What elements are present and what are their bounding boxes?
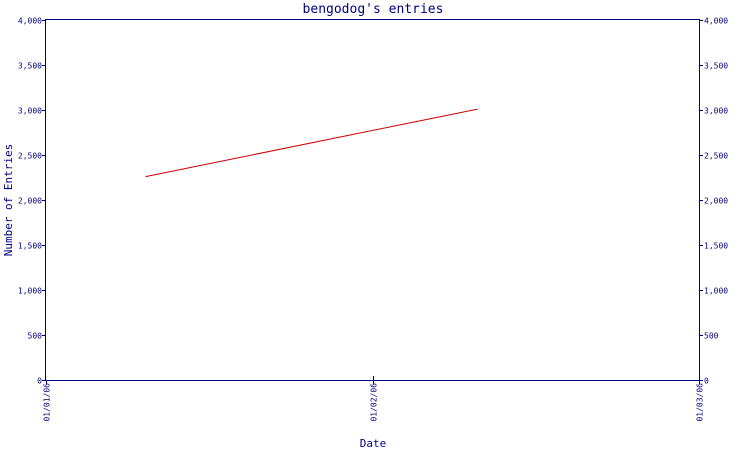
y-axis-left: 0 500 1,000 1,500 2,000 2,500 3,000 3,500 4,000: [18, 17, 46, 386]
y-axis-label: Number of Entries: [2, 144, 15, 257]
series-layer: [145, 108, 478, 178]
y-tick-label-right: 2,500: [704, 152, 728, 161]
y-tick-label-left: 3,500: [18, 62, 42, 71]
x-axis: 01/01/06 01/02/06 01/03/06: [43, 376, 705, 422]
x-axis-label: Date: [360, 437, 387, 450]
y-tick-label-right: 1,500: [704, 242, 728, 251]
y-tick-label-right: 3,000: [704, 107, 728, 116]
y-tick-label-right: 4,000: [704, 17, 728, 26]
y-tick-label-right: 2,000: [704, 197, 728, 206]
y-tick-label-right: 3,500: [704, 62, 728, 71]
y-tick-label-left: 4,000: [18, 17, 42, 26]
y-tick-label-left: 0: [37, 377, 42, 386]
y-tick-label-right: 0: [704, 377, 709, 386]
x-tick-label: 01/01/06: [43, 383, 52, 422]
y-tick-label-left: 2,000: [18, 197, 42, 206]
y-tick-label-left: 2,500: [18, 152, 42, 161]
plot-frame: [45, 19, 700, 381]
y-tick-label-right: 1,000: [704, 287, 728, 296]
y-tick-label-left: 1,500: [18, 242, 42, 251]
y-tick-label-left: 1,000: [18, 287, 42, 296]
y-tick-label-left: 3,000: [18, 107, 42, 116]
x-tick-label: 01/03/06: [696, 383, 705, 422]
y-tick-label-left: 500: [28, 332, 43, 341]
y-axis-right: 0 500 1,000 1,500 2,000 2,500 3,000 3,500 4,000: [699, 17, 728, 386]
chart-title: bengodog's entries: [303, 2, 444, 17]
series-line: [145, 108, 478, 178]
y-tick-label-right: 500: [704, 332, 719, 341]
x-tick-label: 01/02/06: [370, 383, 379, 422]
